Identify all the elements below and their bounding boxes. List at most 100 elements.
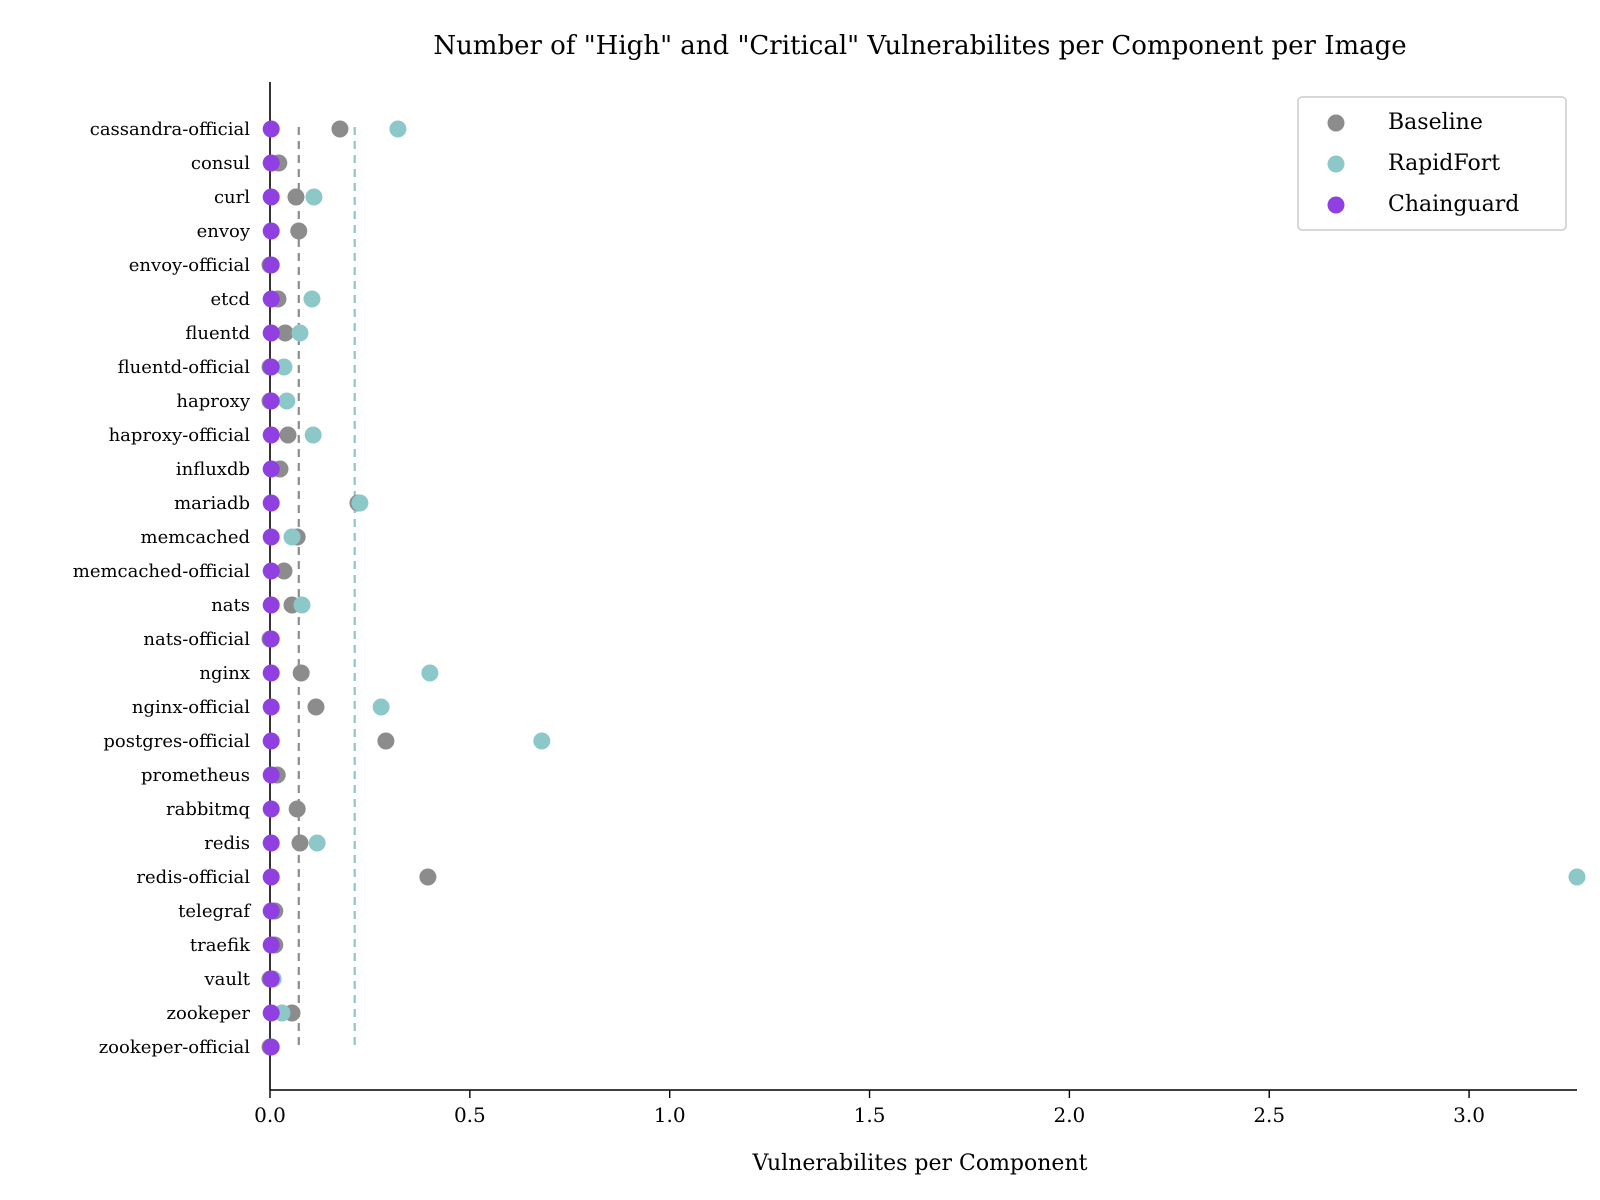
y-tick-label: envoy-official bbox=[129, 255, 250, 276]
chainguard-point bbox=[262, 358, 280, 376]
baseline-point bbox=[287, 188, 305, 206]
x-tick-label: 2.0 bbox=[1053, 1103, 1085, 1127]
y-tick-label: rabbitmq bbox=[166, 799, 250, 820]
chainguard-point bbox=[262, 562, 280, 580]
chainguard-point bbox=[262, 460, 280, 478]
legend-marker-baseline bbox=[1327, 114, 1345, 132]
rapidfort-point bbox=[278, 392, 296, 410]
chainguard-point bbox=[262, 834, 280, 852]
baseline-point bbox=[291, 834, 309, 852]
legend-box bbox=[1297, 96, 1567, 231]
chainguard-point bbox=[262, 902, 280, 920]
y-tick-label: fluentd-official bbox=[118, 357, 251, 378]
chainguard-point bbox=[262, 324, 280, 342]
y-tick-label: etcd bbox=[211, 289, 251, 310]
y-tick-label: postgres-official bbox=[103, 731, 250, 752]
y-tick-label: prometheus bbox=[141, 765, 250, 786]
chainguard-point bbox=[262, 120, 280, 138]
chainguard-point bbox=[262, 970, 280, 988]
baseline-point bbox=[275, 562, 293, 580]
legend-label-baseline: Baseline bbox=[1388, 110, 1483, 135]
chainguard-point bbox=[262, 766, 280, 784]
y-tick-label: haproxy-official bbox=[109, 425, 251, 446]
legend-marker-rapidfort bbox=[1327, 155, 1345, 173]
chainguard-point bbox=[262, 392, 280, 410]
x-tick-label: 1.0 bbox=[654, 1103, 686, 1127]
rapidfort-point bbox=[389, 120, 407, 138]
y-tick-label: nats-official bbox=[143, 629, 250, 650]
y-tick-label: cassandra-official bbox=[90, 119, 251, 140]
y-tick-label: mariadb bbox=[174, 493, 250, 514]
rapidfort-point bbox=[293, 596, 311, 614]
chainguard-point bbox=[262, 1004, 280, 1022]
legend: Baseline RapidFort Chainguard bbox=[1297, 96, 1567, 231]
legend-label-chainguard: Chainguard bbox=[1388, 192, 1519, 217]
baseline-point bbox=[290, 222, 308, 240]
y-tick-label: zookeper bbox=[167, 1003, 251, 1024]
y-tick-label: curl bbox=[214, 187, 250, 208]
chainguard-point bbox=[262, 868, 280, 886]
chainguard-point bbox=[262, 528, 280, 546]
y-tick-label: traefik bbox=[190, 935, 251, 956]
chainguard-point bbox=[262, 154, 280, 172]
legend-marker-chainguard bbox=[1327, 196, 1345, 214]
chainguard-point bbox=[262, 188, 280, 206]
y-tick-label: memcached bbox=[141, 527, 250, 548]
y-tick-label: telegraf bbox=[178, 901, 251, 922]
baseline-point bbox=[419, 868, 437, 886]
legend-label-rapidfort: RapidFort bbox=[1388, 151, 1500, 176]
y-tick-label: nginx bbox=[199, 663, 250, 684]
chainguard-point bbox=[262, 698, 280, 716]
baseline-point bbox=[276, 324, 294, 342]
plot-area: 0.0 0.5 1.0 1.5 2.0 2.5 3.0 cassandra-official c… bbox=[73, 82, 1586, 1127]
baseline-point bbox=[331, 120, 349, 138]
chainguard-point bbox=[262, 936, 280, 954]
baseline-point bbox=[292, 664, 310, 682]
y-tick-label: haproxy bbox=[176, 391, 250, 412]
rapidfort-point bbox=[351, 494, 369, 512]
chainguard-point bbox=[262, 630, 280, 648]
x-tick-label: 0.5 bbox=[454, 1103, 486, 1127]
baseline-point bbox=[307, 698, 325, 716]
y-tick-label: memcached-official bbox=[73, 561, 250, 582]
y-tick-label: influxdb bbox=[176, 459, 250, 480]
y-tick-label: envoy bbox=[197, 221, 251, 242]
rapidfort-point bbox=[283, 528, 301, 546]
y-tick-label: vault bbox=[204, 969, 251, 990]
rapidfort-point bbox=[275, 358, 293, 376]
chainguard-point bbox=[262, 596, 280, 614]
rapidfort-point bbox=[303, 290, 321, 308]
rapidfort-point bbox=[372, 698, 390, 716]
rapidfort-point bbox=[304, 426, 322, 444]
rapidfort-point bbox=[291, 324, 309, 342]
y-tick-label: consul bbox=[191, 153, 250, 174]
x-tick-label: 3.0 bbox=[1453, 1103, 1485, 1127]
x-tick-label: 1.5 bbox=[854, 1103, 886, 1127]
chainguard-point bbox=[262, 1038, 280, 1056]
chainguard-point bbox=[262, 494, 280, 512]
rapidfort-point bbox=[533, 732, 551, 750]
baseline-point bbox=[279, 426, 297, 444]
x-tick-label: 0.0 bbox=[254, 1103, 286, 1127]
y-tick-label: nginx-official bbox=[132, 697, 250, 718]
y-tick-label: zookeper-official bbox=[99, 1037, 251, 1058]
baseline-point bbox=[377, 732, 395, 750]
chainguard-point bbox=[262, 426, 280, 444]
chainguard-point bbox=[262, 290, 280, 308]
y-tick-label: redis-official bbox=[136, 867, 250, 888]
y-tick-label: fluentd bbox=[185, 323, 250, 344]
chainguard-point bbox=[262, 222, 280, 240]
rapidfort-point bbox=[1568, 868, 1586, 886]
rapidfort-point bbox=[308, 834, 326, 852]
chainguard-point bbox=[262, 664, 280, 682]
x-tick-label: 2.5 bbox=[1253, 1103, 1285, 1127]
x-axis-label: Vulnerabilites per Component bbox=[752, 1151, 1088, 1176]
chainguard-point bbox=[262, 800, 280, 818]
chainguard-point bbox=[262, 732, 280, 750]
chart-title: Number of "High" and "Critical" Vulnerab… bbox=[433, 31, 1406, 61]
y-tick-label: nats bbox=[211, 595, 250, 616]
rapidfort-point bbox=[305, 188, 323, 206]
rapidfort-point bbox=[421, 664, 439, 682]
baseline-point bbox=[288, 800, 306, 818]
